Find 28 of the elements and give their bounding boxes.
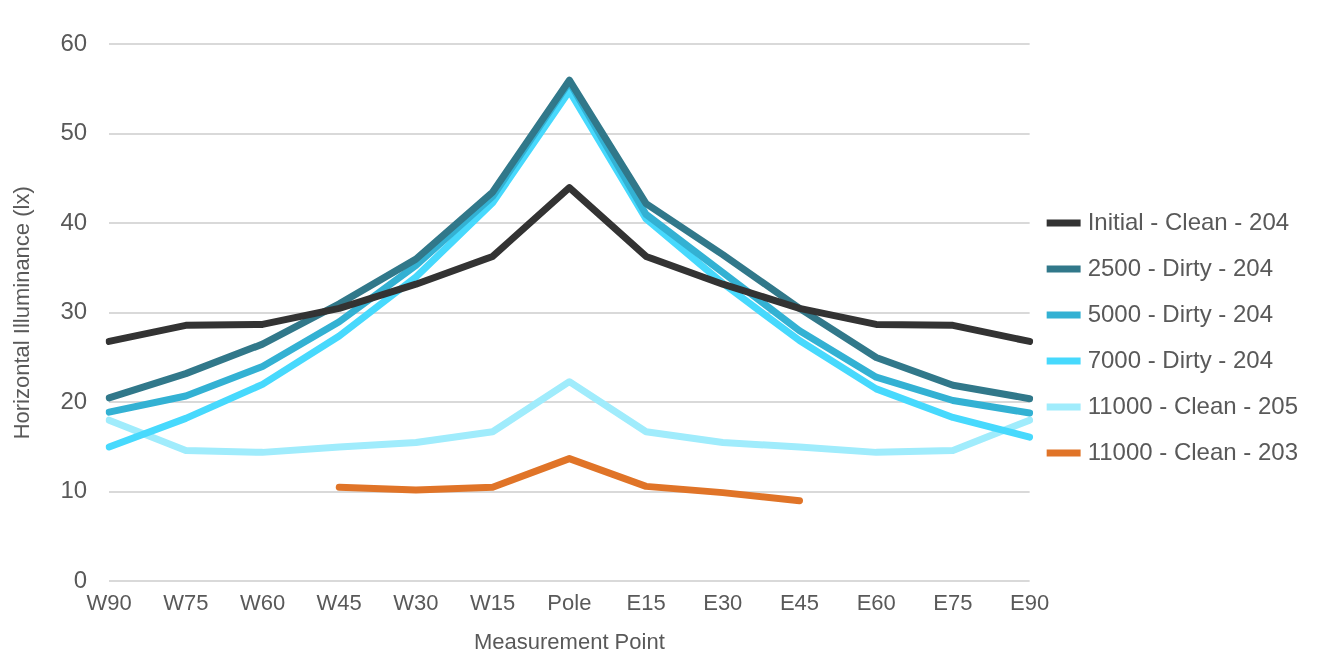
legend-label: Initial - Clean - 204	[1087, 207, 1290, 235]
x-tick-label: W45	[316, 590, 362, 616]
y-tick-label: 20	[60, 386, 88, 414]
y-tick-label: 10	[60, 476, 88, 504]
x-tick-label: W75	[163, 590, 209, 616]
x-tick-label: E90	[1010, 590, 1050, 616]
x-tick-label: E75	[933, 590, 973, 616]
x-tick-label: W15	[470, 590, 516, 616]
y-axis-title: Horizontal Illuminance (lx)	[9, 186, 35, 440]
x-tick-label: W30	[393, 590, 439, 616]
x-tick-label: W60	[239, 590, 286, 616]
x-tick-label: E15	[626, 590, 666, 616]
x-tick-label: E30	[703, 590, 743, 616]
y-tick-label: 50	[60, 118, 88, 146]
legend-label: 11000 - Clean - 205	[1087, 391, 1299, 419]
y-tick-label: 40	[60, 207, 88, 235]
x-tick-label: E45	[779, 590, 820, 616]
legend-label: 2500 - Dirty - 204	[1087, 253, 1274, 281]
legend-label: 5000 - Dirty - 204	[1087, 299, 1274, 327]
legend-label: 11000 - Clean - 203	[1087, 437, 1299, 465]
x-tick-label: Pole	[547, 590, 592, 616]
x-tick-label: E60	[856, 590, 896, 616]
legend-label: 7000 - Dirty - 204	[1087, 345, 1274, 373]
x-tick-label: W90	[86, 590, 132, 616]
y-tick-label: 60	[60, 29, 88, 57]
y-tick-label: 30	[60, 297, 88, 325]
y-tick-label: 0	[73, 565, 88, 593]
x-axis-title: Measurement Point	[473, 628, 665, 654]
